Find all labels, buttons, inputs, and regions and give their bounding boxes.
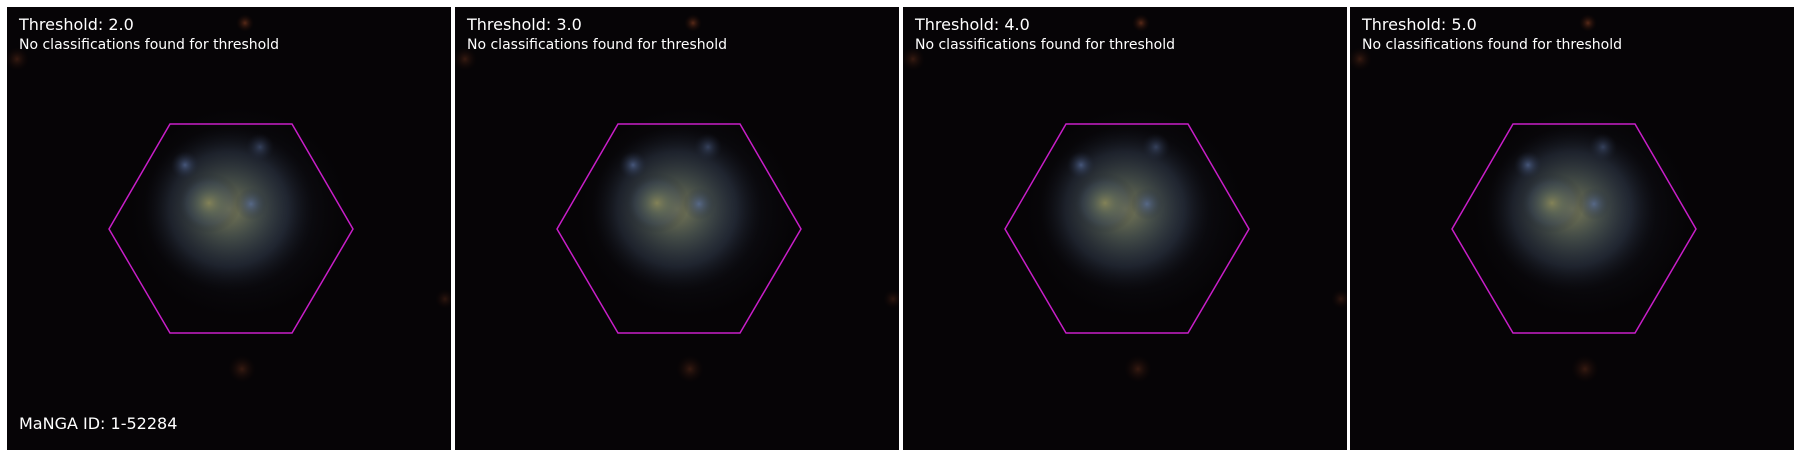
manga-id-label: MaNGA ID: 1-52284 [19,414,178,433]
panel-threshold-5: Threshold: 5.0 No classifications found … [1350,7,1794,450]
panel-subtitle: No classifications found for threshold [915,37,1175,53]
hexagon-outline [1451,123,1697,334]
panel-title: Threshold: 3.0 [467,15,582,34]
galaxy-image [903,7,1347,450]
galaxy-image [7,7,451,450]
hexagon-outline [108,123,354,334]
hexagon-outline [556,123,802,334]
panel-subtitle: No classifications found for threshold [1362,37,1622,53]
panel-threshold-3: Threshold: 3.0 No classifications found … [455,7,899,450]
galaxy-image [455,7,899,450]
panel-title: Threshold: 2.0 [19,15,134,34]
panel-subtitle: No classifications found for threshold [467,37,727,53]
panel-title: Threshold: 5.0 [1362,15,1477,34]
panel-threshold-4: Threshold: 4.0 No classifications found … [903,7,1347,450]
panel-threshold-2: Threshold: 2.0 No classifications found … [7,7,451,450]
panel-title: Threshold: 4.0 [915,15,1030,34]
panel-subtitle: No classifications found for threshold [19,37,279,53]
galaxy-image [1350,7,1794,450]
hexagon-outline [1004,123,1250,334]
